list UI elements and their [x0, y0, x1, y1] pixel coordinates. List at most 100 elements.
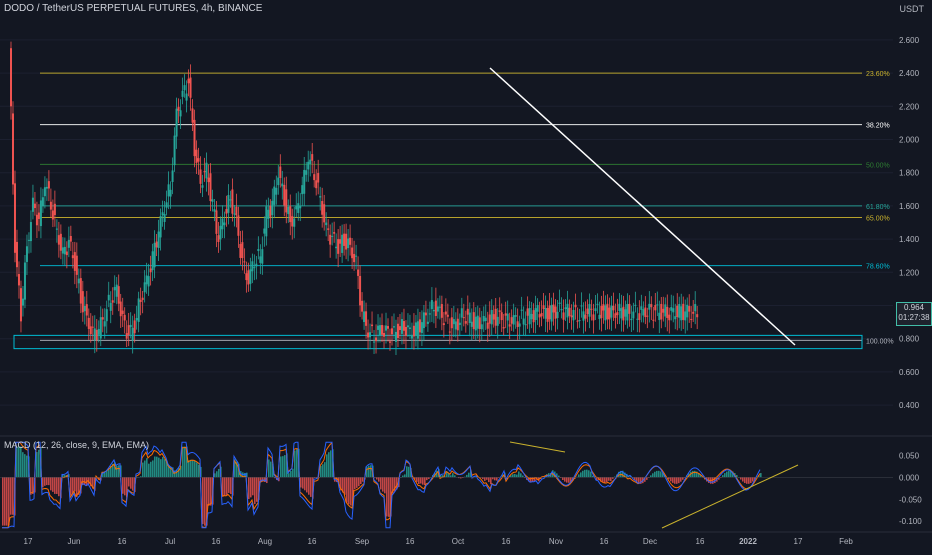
candle-body — [650, 304, 653, 308]
candle-body — [678, 304, 681, 318]
candle-body — [299, 205, 302, 209]
candle-body — [193, 119, 196, 157]
candle-body — [323, 204, 326, 223]
candle-body — [387, 326, 390, 329]
macd-histogram-bar — [694, 470, 696, 478]
macd-histogram-bar — [82, 477, 84, 486]
macd-histogram-bar — [142, 462, 144, 478]
fib-label: 100.00% — [866, 338, 894, 345]
macd-histogram-bar — [32, 477, 34, 494]
candle-body — [363, 311, 366, 323]
candle-body — [287, 206, 290, 215]
candle-body — [375, 337, 378, 342]
candle-body — [492, 314, 495, 320]
macd-histogram-bar — [560, 477, 562, 478]
macd-histogram-bar — [92, 477, 94, 489]
candle-body — [229, 199, 232, 201]
candle-body — [17, 274, 20, 286]
macd-histogram-bar — [596, 477, 598, 481]
macd-histogram-bar — [184, 446, 186, 478]
macd-histogram-bar — [244, 472, 246, 478]
macd-histogram-bar — [494, 477, 496, 481]
candle-body — [670, 307, 673, 311]
candle-body — [538, 314, 541, 318]
time-tick-label: Jun — [68, 537, 81, 546]
macd-histogram-bar — [104, 471, 106, 478]
candle-body — [265, 206, 268, 237]
candle-body — [478, 317, 481, 329]
macd-histogram-bar — [650, 475, 652, 478]
candle-body — [672, 308, 675, 313]
candle-body — [616, 312, 619, 316]
candle-body — [53, 203, 56, 216]
candle-body — [243, 261, 246, 263]
candle-body — [536, 305, 539, 312]
candle-body — [560, 309, 563, 311]
candle-body — [9, 48, 12, 107]
macd-histogram-bar — [130, 477, 132, 489]
descending-trendline — [489, 67, 796, 346]
candle-body — [115, 284, 118, 297]
macd-histogram-bar — [234, 459, 236, 478]
candle-body — [335, 246, 338, 249]
macd-histogram-bar — [132, 477, 134, 491]
macd-histogram-bar — [214, 473, 216, 478]
macd-histogram-bar — [152, 460, 154, 478]
candle-body — [181, 90, 184, 97]
macd-histogram-bar — [450, 475, 452, 478]
macd-histogram-bar — [520, 473, 522, 478]
price-tick-label: 1.200 — [899, 268, 920, 277]
macd-histogram-bar — [586, 469, 588, 478]
candle-body — [430, 300, 433, 310]
candle-body — [271, 200, 274, 216]
macd-histogram-bar — [90, 477, 92, 487]
macd-histogram-bar — [78, 477, 80, 495]
candle-body — [37, 212, 40, 219]
macd-histogram-bar — [480, 477, 482, 478]
macd-histogram-bar — [662, 472, 664, 478]
candle-body — [195, 149, 198, 163]
candle-body — [135, 318, 138, 321]
candle-body — [339, 239, 342, 244]
macd-histogram-bar — [84, 477, 86, 486]
candle-body — [426, 321, 429, 324]
macd-histogram-bar — [464, 476, 466, 478]
candle-body — [57, 235, 60, 245]
candle-body — [347, 238, 350, 249]
candle-body — [259, 256, 262, 263]
candle-body — [41, 197, 44, 207]
macd-histogram-bar — [452, 473, 454, 478]
macd-histogram-bar — [246, 472, 248, 478]
candle-body — [598, 314, 601, 320]
candle-body — [396, 323, 399, 338]
macd-histogram-bar — [458, 477, 460, 479]
macd-histogram-bar — [696, 471, 698, 478]
candle-body — [434, 300, 437, 317]
candle-body — [15, 241, 18, 268]
macd-histogram-bar — [682, 477, 684, 480]
candle-body — [394, 331, 397, 342]
candle-body — [119, 301, 122, 317]
candle-body — [333, 232, 336, 234]
candle-body — [566, 303, 569, 318]
candle-body — [237, 215, 240, 236]
macd-histogram-bar — [408, 466, 410, 478]
candle-body — [139, 299, 142, 302]
time-tick-label: 17 — [24, 537, 33, 546]
macd-histogram-bar — [24, 454, 26, 478]
macd-histogram-bar — [226, 477, 228, 495]
macd-histogram-bar — [118, 465, 120, 478]
candle-body — [512, 315, 515, 325]
candle-body — [418, 319, 421, 333]
candle-body — [247, 270, 250, 285]
last-price: 0.964 — [903, 303, 925, 312]
macd-histogram-bar — [240, 471, 242, 478]
macd-histogram-bar — [216, 471, 218, 478]
price-tick-label: 2.000 — [899, 136, 920, 145]
macd-histogram-bar — [164, 459, 166, 478]
macd-histogram-bar — [174, 470, 176, 478]
macd-histogram-bar — [252, 477, 254, 496]
macd-histogram-bar — [534, 477, 536, 482]
